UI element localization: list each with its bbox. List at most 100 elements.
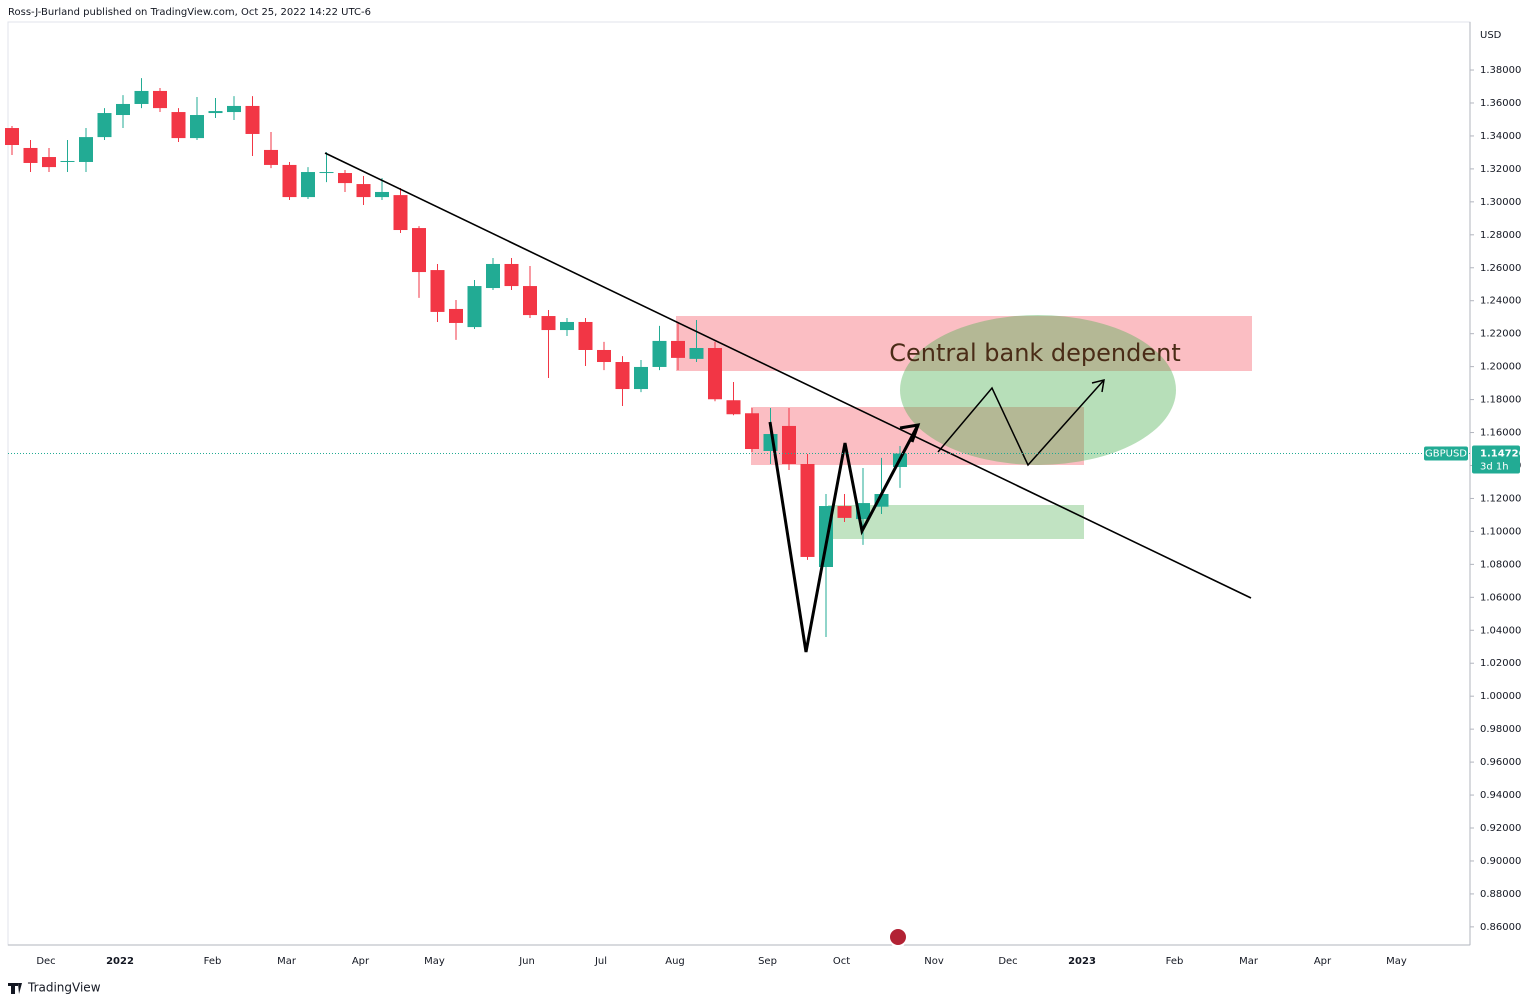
annotation: Central bank dependent bbox=[889, 339, 1181, 367]
y-tick-label: 1.12000 bbox=[1480, 493, 1521, 504]
candle-body bbox=[467, 286, 482, 328]
y-tick-label: 0.98000 bbox=[1480, 724, 1521, 735]
candle-body bbox=[97, 113, 112, 138]
arrow-head bbox=[1091, 378, 1105, 393]
x-tick-label: 2022 bbox=[106, 956, 134, 967]
x-tick-label: Nov bbox=[924, 956, 944, 967]
candle-body bbox=[560, 321, 574, 331]
y-tick-label: 1.32000 bbox=[1480, 164, 1521, 175]
y-tick-label: 0.94000 bbox=[1480, 790, 1521, 801]
y-tick-label: 1.24000 bbox=[1480, 296, 1521, 307]
countdown: 3d 1h bbox=[1480, 462, 1509, 473]
header: Ross-J-Burland published on TradingView.… bbox=[8, 7, 371, 18]
candle-body bbox=[245, 105, 260, 134]
candle-body bbox=[578, 321, 593, 350]
x-tick-label: Apr bbox=[352, 956, 370, 967]
candle-body bbox=[782, 425, 796, 465]
candle-body bbox=[541, 316, 556, 331]
target-ellipse bbox=[900, 315, 1176, 465]
candle-body bbox=[430, 270, 445, 312]
candle-body bbox=[356, 184, 371, 198]
candle-body bbox=[726, 400, 741, 415]
price-label: 1.14726 bbox=[1480, 449, 1526, 460]
x-tick-label: Oct bbox=[833, 956, 850, 967]
candle-body bbox=[171, 112, 186, 139]
x-tick-label: Feb bbox=[1166, 956, 1184, 967]
candle-body bbox=[689, 348, 704, 359]
projection-line bbox=[937, 379, 1105, 467]
y-tick-label: 1.18000 bbox=[1480, 395, 1521, 406]
pattern-line bbox=[768, 421, 920, 653]
candle-body bbox=[708, 348, 722, 400]
x-tick-label: May bbox=[424, 956, 445, 967]
resistance-zone bbox=[676, 316, 1252, 371]
trendline bbox=[324, 152, 1252, 599]
candle-body bbox=[486, 263, 500, 289]
candle-body bbox=[375, 191, 389, 198]
y-tick-label: 0.88000 bbox=[1480, 889, 1521, 900]
x-tick-label: Jul bbox=[594, 956, 607, 967]
footer: TradingView bbox=[27, 981, 101, 995]
resistance-zone bbox=[751, 407, 1084, 465]
y-tick-label: 1.08000 bbox=[1480, 559, 1521, 570]
plot-frame bbox=[7, 21, 1471, 946]
candle-body bbox=[208, 111, 223, 114]
y-tick-label: 1.04000 bbox=[1480, 625, 1521, 636]
y-tick-label: 1.36000 bbox=[1480, 98, 1521, 109]
y-tick-label: 1.10000 bbox=[1480, 526, 1521, 537]
currency: USD bbox=[1480, 30, 1502, 41]
x-tick-label: Feb bbox=[204, 956, 222, 967]
x-tick-label: Apr bbox=[1314, 956, 1332, 967]
candle-body bbox=[282, 164, 297, 198]
y-tick-label: 0.90000 bbox=[1480, 856, 1521, 867]
candle-body bbox=[227, 105, 241, 113]
y-tick-label: 1.16000 bbox=[1480, 428, 1521, 439]
y-tick-label: 1.38000 bbox=[1480, 65, 1521, 76]
candle-body bbox=[745, 413, 759, 450]
y-tick-label: 0.92000 bbox=[1480, 823, 1521, 834]
candle-body bbox=[615, 362, 630, 390]
y-tick-label: 1.02000 bbox=[1480, 658, 1521, 669]
x-tick-label: May bbox=[1386, 956, 1407, 967]
candle-body bbox=[190, 115, 204, 139]
support-zone bbox=[828, 505, 1084, 539]
x-tick-label: Jun bbox=[518, 956, 535, 967]
drawings bbox=[676, 315, 1252, 539]
candle-body bbox=[837, 506, 852, 518]
symbol-tag bbox=[1424, 446, 1468, 461]
candle-body bbox=[116, 103, 130, 116]
x-tick-label: Aug bbox=[665, 956, 685, 967]
y-tick-label: 1.22000 bbox=[1480, 329, 1521, 340]
candle-body bbox=[338, 173, 352, 184]
candle-body bbox=[393, 195, 408, 231]
y-tick-label: 1.06000 bbox=[1480, 592, 1521, 603]
candle-body bbox=[79, 137, 93, 162]
candle-body bbox=[504, 263, 519, 287]
x-tick-label: Mar bbox=[1239, 956, 1259, 967]
drawings bbox=[324, 152, 1252, 653]
candle-body bbox=[42, 157, 56, 168]
candle-body bbox=[634, 366, 648, 390]
candle-body bbox=[264, 149, 278, 165]
event-icon bbox=[888, 927, 908, 947]
x-tick-label: Mar bbox=[277, 956, 297, 967]
x-tick-label: Dec bbox=[36, 956, 55, 967]
candle-body bbox=[60, 160, 75, 162]
price-tag bbox=[1472, 445, 1520, 474]
candle-body bbox=[800, 464, 815, 557]
candle-body bbox=[412, 228, 426, 273]
candle-body bbox=[301, 172, 315, 198]
arrow-head bbox=[899, 423, 921, 443]
y-tick-label: 1.34000 bbox=[1480, 131, 1521, 142]
y-tick-label: 1.28000 bbox=[1480, 230, 1521, 241]
y-tick-label: 1.00000 bbox=[1480, 691, 1521, 702]
candle-body bbox=[5, 128, 19, 146]
x-tick-label: Dec bbox=[998, 956, 1017, 967]
candle-body bbox=[134, 90, 149, 104]
candle-body bbox=[23, 147, 38, 163]
candle-body bbox=[652, 340, 667, 367]
candle-body bbox=[523, 286, 537, 316]
y-tick-label: 1.26000 bbox=[1480, 263, 1521, 274]
candle-body bbox=[671, 340, 685, 358]
